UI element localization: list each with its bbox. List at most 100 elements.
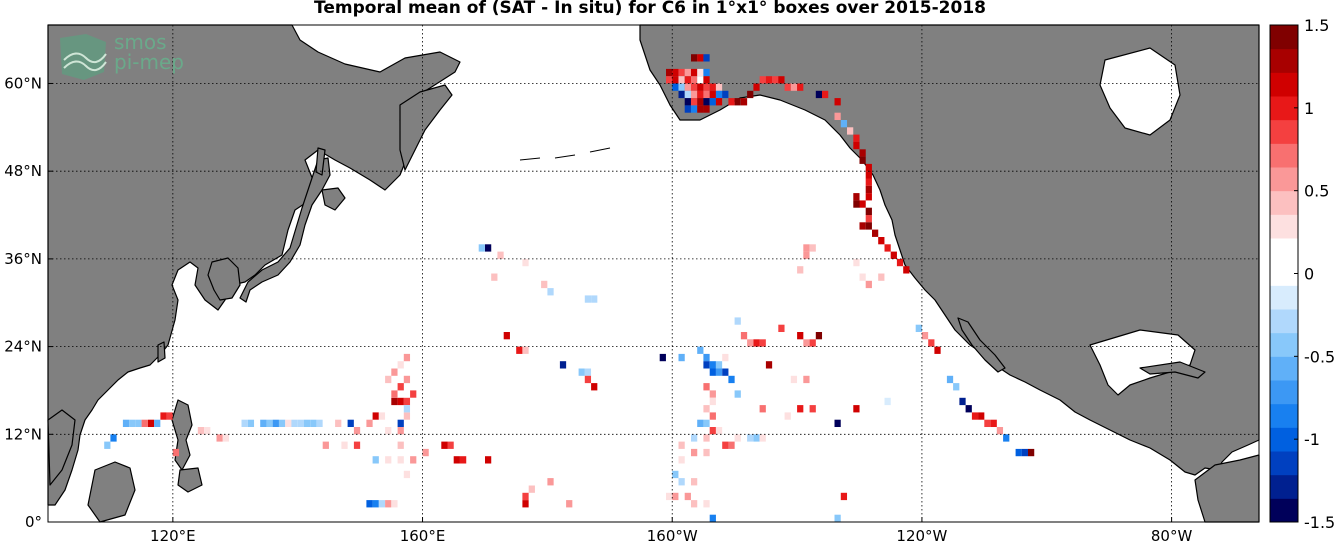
data-cell — [453, 456, 460, 464]
data-cell — [1003, 434, 1010, 442]
colorbar-swatch — [1270, 48, 1298, 73]
data-cell — [703, 448, 710, 457]
data-cell — [547, 478, 554, 486]
colorbar-swatch — [1270, 356, 1298, 381]
colorbar-swatch — [1270, 451, 1298, 476]
data-cell — [447, 441, 454, 449]
data-cell — [853, 405, 860, 413]
data-cell — [759, 434, 766, 442]
data-cell — [403, 353, 411, 362]
data-cell — [709, 412, 716, 420]
data-cell — [403, 405, 411, 413]
data-cell — [584, 368, 592, 376]
colorbar-swatch — [1270, 96, 1298, 121]
data-cell — [678, 90, 685, 99]
data-cell — [703, 500, 710, 508]
data-cell — [154, 419, 161, 428]
data-cell — [703, 68, 710, 77]
data-cell — [678, 456, 685, 464]
colorbar-swatch — [1270, 143, 1298, 168]
longitude-labels: 120°E 160°E 160°W 120°W 80°W — [150, 517, 1192, 544]
data-cell — [715, 427, 723, 435]
data-cell — [859, 222, 866, 230]
data-cell — [878, 273, 885, 281]
data-cell — [853, 134, 860, 142]
data-cell — [709, 98, 716, 106]
data-cell — [709, 368, 716, 376]
data-cell — [1021, 448, 1029, 457]
hudson-bay — [1099, 47, 1181, 136]
colorbar-swatch — [1270, 167, 1298, 192]
land-korea — [207, 257, 241, 301]
data-cell — [522, 492, 529, 501]
data-cell — [397, 456, 404, 464]
data-cell — [316, 419, 323, 428]
data-cell — [691, 90, 698, 99]
land-masses — [47, 24, 1260, 523]
data-cell — [803, 375, 810, 384]
data-cell — [559, 361, 567, 369]
data-cell — [378, 412, 386, 420]
data-cell — [678, 76, 685, 84]
data-cell — [865, 193, 872, 201]
data-cell — [859, 200, 866, 208]
data-cell — [847, 127, 854, 135]
data-cell — [385, 456, 392, 464]
data-cell — [141, 419, 148, 428]
data-cell — [659, 353, 666, 362]
land-taiwan — [157, 341, 166, 363]
data-cell — [684, 98, 691, 106]
data-cell — [397, 427, 404, 435]
data-cell — [853, 200, 860, 208]
colorbar-swatch — [1270, 214, 1298, 239]
land-sakhalin — [315, 147, 326, 176]
data-cell — [497, 251, 504, 259]
data-cell — [678, 441, 685, 449]
data-cell — [703, 361, 710, 369]
data-cell — [403, 397, 411, 406]
data-cell — [728, 98, 735, 106]
data-cell — [697, 83, 704, 91]
data-cell — [778, 76, 785, 84]
data-cell — [347, 419, 354, 428]
data-cell — [946, 375, 954, 384]
data-cell — [715, 361, 723, 369]
data-cell — [522, 346, 529, 354]
land-baja — [957, 317, 1006, 373]
data-cell — [722, 368, 729, 376]
data-cell — [840, 120, 848, 128]
data-cell — [260, 419, 267, 428]
data-cell — [247, 419, 255, 428]
data-cell — [397, 419, 404, 428]
data-cell — [1015, 448, 1022, 457]
lon-label: 80°W — [1151, 527, 1193, 544]
data-cell — [584, 375, 592, 384]
data-cell — [410, 456, 417, 464]
data-cell — [547, 288, 554, 296]
data-cell — [129, 419, 136, 428]
data-cell — [341, 441, 348, 449]
data-cell — [697, 98, 704, 106]
data-cell — [709, 90, 716, 99]
data-cell — [391, 500, 398, 508]
lat-label: 12°N — [4, 425, 42, 443]
data-cell — [865, 171, 872, 179]
data-cell — [778, 324, 785, 333]
data-cell — [728, 441, 735, 449]
data-cell — [703, 76, 710, 84]
data-cell — [478, 244, 485, 252]
lat-label: 24°N — [4, 338, 42, 356]
data-cell — [815, 90, 823, 99]
data-cell — [734, 98, 741, 106]
data-cell — [834, 112, 841, 121]
data-cell — [684, 90, 691, 99]
data-cell — [697, 419, 704, 428]
data-cell — [722, 353, 729, 362]
data-cell — [734, 317, 741, 325]
data-cell — [709, 397, 716, 406]
data-cell — [528, 485, 535, 493]
data-cell — [715, 98, 723, 106]
logo-text-line2: pi-mep — [114, 50, 184, 74]
data-cell — [697, 346, 704, 354]
